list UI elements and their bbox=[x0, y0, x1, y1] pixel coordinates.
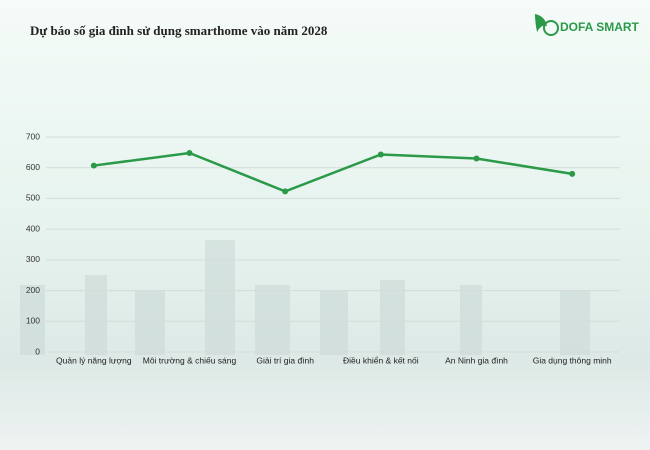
logo-icon bbox=[535, 14, 547, 32]
point bbox=[90, 162, 97, 169]
chart-title: Dự báo số gia đình sử dụng smarthome vào… bbox=[30, 23, 328, 38]
x-tick-label: Quản lý năng lượng bbox=[56, 355, 132, 365]
y-tick-label: 100 bbox=[26, 316, 40, 326]
x-tick-label: Gia dụng thông minh bbox=[533, 355, 612, 365]
y-tick-label: 500 bbox=[26, 193, 40, 203]
logo: DOFA SMART bbox=[535, 14, 640, 36]
x-tick-label: Môi trường & chiếu sáng bbox=[143, 355, 237, 365]
point bbox=[186, 149, 193, 156]
brand: DOFA SMART bbox=[560, 20, 640, 34]
y-tick-label: 400 bbox=[26, 223, 40, 233]
x-tick-label: An Ninh gia đình bbox=[445, 355, 508, 365]
y-tick-label: 700 bbox=[26, 131, 40, 141]
point bbox=[569, 170, 576, 177]
point bbox=[282, 188, 289, 195]
y-tick-label: 600 bbox=[26, 162, 40, 172]
y-tick-label: 200 bbox=[26, 285, 40, 295]
x-tick-label: Giải trí gia đình bbox=[256, 355, 314, 365]
y-tick-label: 0 bbox=[35, 346, 40, 356]
line bbox=[93, 151, 573, 193]
y-tick-label: 300 bbox=[26, 254, 40, 264]
logo-ring bbox=[543, 20, 559, 36]
x-tick-label: Điều khiển & kết nối bbox=[343, 355, 419, 365]
point bbox=[377, 151, 384, 158]
point bbox=[473, 155, 480, 162]
skyline bbox=[20, 240, 590, 355]
